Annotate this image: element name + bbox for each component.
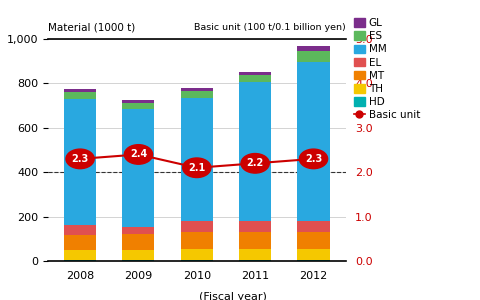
Bar bbox=[181, 232, 213, 249]
Bar bbox=[239, 232, 271, 249]
Bar bbox=[64, 250, 96, 260]
Bar bbox=[239, 72, 271, 75]
Bar bbox=[64, 99, 96, 226]
Bar bbox=[298, 50, 330, 62]
Bar bbox=[181, 98, 213, 221]
Bar bbox=[122, 234, 155, 250]
Text: (Fiscal year): (Fiscal year) bbox=[199, 292, 266, 300]
Bar bbox=[64, 226, 96, 236]
Bar bbox=[122, 260, 155, 261]
Bar bbox=[122, 100, 155, 103]
Bar bbox=[181, 88, 213, 91]
Text: 2.4: 2.4 bbox=[130, 149, 147, 159]
Bar bbox=[239, 75, 271, 82]
Ellipse shape bbox=[124, 145, 153, 164]
Legend: GL, ES, MM, EL, MT, TH, HD, Basic unit: GL, ES, MM, EL, MT, TH, HD, Basic unit bbox=[353, 17, 421, 121]
Bar bbox=[122, 226, 155, 234]
Bar bbox=[64, 260, 96, 261]
Ellipse shape bbox=[66, 149, 94, 169]
Text: 2.3: 2.3 bbox=[305, 154, 322, 164]
Bar bbox=[181, 221, 213, 232]
Bar bbox=[122, 109, 155, 226]
Bar bbox=[298, 46, 330, 50]
Text: 2.2: 2.2 bbox=[247, 158, 264, 168]
Bar bbox=[181, 91, 213, 98]
Bar bbox=[239, 260, 271, 261]
Text: 2.1: 2.1 bbox=[188, 163, 205, 173]
Bar bbox=[298, 232, 330, 249]
Bar bbox=[298, 61, 330, 221]
Ellipse shape bbox=[183, 158, 211, 178]
Text: 2.3: 2.3 bbox=[72, 154, 89, 164]
Ellipse shape bbox=[300, 149, 328, 169]
Bar bbox=[239, 221, 271, 232]
Text: Material (1000 t): Material (1000 t) bbox=[48, 22, 135, 32]
Bar bbox=[298, 260, 330, 261]
Bar bbox=[239, 249, 271, 260]
Bar bbox=[122, 103, 155, 109]
Bar bbox=[64, 89, 96, 92]
Bar bbox=[64, 236, 96, 250]
Bar bbox=[181, 260, 213, 261]
Bar bbox=[298, 249, 330, 260]
Ellipse shape bbox=[241, 154, 269, 173]
Bar bbox=[298, 221, 330, 232]
Bar bbox=[64, 92, 96, 99]
Bar bbox=[239, 82, 271, 221]
Bar bbox=[181, 249, 213, 260]
Text: Basic unit (100 t/0.1 billion yen): Basic unit (100 t/0.1 billion yen) bbox=[194, 23, 346, 32]
Bar bbox=[122, 250, 155, 260]
